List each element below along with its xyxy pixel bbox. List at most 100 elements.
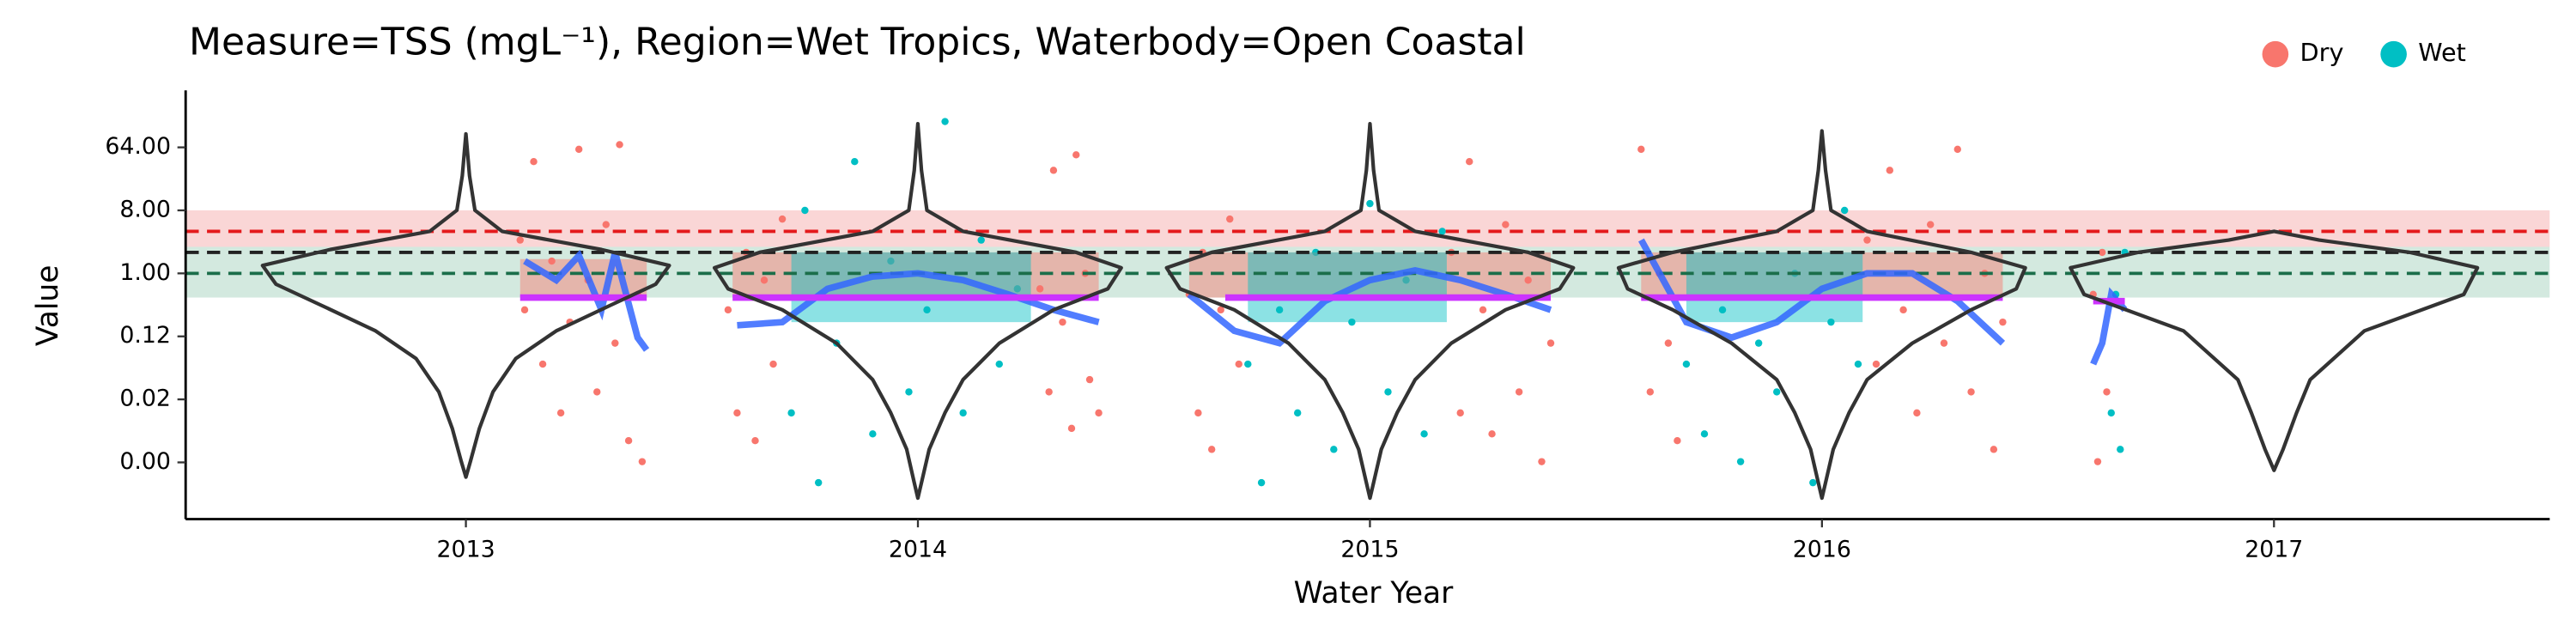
data-point <box>1674 436 1681 445</box>
data-point <box>1913 409 1921 417</box>
data-point <box>1366 199 1374 208</box>
data-point <box>520 306 529 314</box>
data-point <box>624 436 633 445</box>
data-point <box>602 221 610 228</box>
data-point <box>995 360 1003 368</box>
data-point <box>801 206 809 215</box>
data-point <box>1085 375 1094 384</box>
legend-label: Wet <box>2418 38 2466 67</box>
data-point <box>977 236 985 244</box>
data-point <box>1854 360 1862 368</box>
y-tick-label: 0.00 <box>119 448 171 475</box>
data-point <box>1488 430 1496 438</box>
data-point <box>1059 318 1066 326</box>
data-point <box>1235 360 1242 368</box>
data-point <box>1312 248 1320 257</box>
data-point <box>1967 388 1975 396</box>
violin <box>260 131 671 479</box>
data-point <box>1886 167 1894 174</box>
data-point <box>1244 360 1252 368</box>
legend-label: Dry <box>2300 38 2344 67</box>
data-point <box>638 458 647 465</box>
data-point <box>548 257 556 265</box>
data-point <box>1293 409 1302 417</box>
reference-band <box>185 210 2550 247</box>
data-point <box>1226 215 1234 223</box>
violin <box>1164 121 1576 501</box>
data-point <box>760 276 769 284</box>
data-point <box>1013 285 1022 293</box>
data-point <box>1045 388 1053 396</box>
data-point <box>1502 221 1510 228</box>
data-point <box>1637 145 1645 154</box>
data-point <box>1754 339 1763 347</box>
y-tick-label: 0.02 <box>119 386 171 412</box>
data-point <box>778 215 787 223</box>
data-point <box>2117 446 2124 453</box>
data-point <box>1840 206 1849 215</box>
data-point <box>1646 388 1655 396</box>
data-point <box>1420 430 1428 438</box>
data-point <box>1700 430 1709 438</box>
data-point <box>1999 318 2007 326</box>
data-point <box>1538 458 1546 465</box>
data-point <box>2099 248 2106 257</box>
data-point <box>733 409 741 417</box>
data-point <box>1207 446 1216 453</box>
x-tick-label: 2016 <box>1793 536 1851 562</box>
data-point <box>1772 388 1781 396</box>
data-point <box>724 306 732 314</box>
data-point <box>616 141 623 149</box>
data-point <box>1872 360 1880 368</box>
x-tick-label: 2014 <box>889 536 947 562</box>
data-point <box>1036 285 1044 293</box>
data-point <box>593 388 601 396</box>
x-tick-label: 2013 <box>437 536 495 562</box>
x-tick-label: 2017 <box>2245 536 2303 562</box>
data-point <box>1524 276 1532 284</box>
data-point <box>923 306 931 314</box>
data-point <box>1664 339 1673 347</box>
chart-title: Measure=TSS (mgL⁻¹), Region=Wet Tropics,… <box>189 21 1526 64</box>
data-point <box>869 430 877 438</box>
y-tick-label: 0.12 <box>119 322 171 349</box>
data-point <box>1217 306 1224 314</box>
x-tick-label: 2015 <box>1340 536 1399 562</box>
violin <box>1616 129 2027 501</box>
x-axis-title: Water Year <box>1294 576 1454 611</box>
y-axis-title: Value <box>31 265 65 347</box>
legend-swatch <box>2380 40 2407 68</box>
data-point <box>530 157 538 166</box>
data-point <box>2103 388 2111 396</box>
data-point <box>887 257 895 265</box>
data-point <box>1095 409 1103 417</box>
data-point <box>1067 424 1076 433</box>
data-point <box>1926 221 1935 228</box>
data-point <box>1736 458 1745 465</box>
y-tick-label: 1.00 <box>119 259 171 286</box>
data-point <box>814 478 823 487</box>
data-point <box>1953 145 1961 154</box>
data-point <box>516 236 524 244</box>
data-point <box>851 157 859 166</box>
data-point <box>1049 167 1058 174</box>
data-point <box>1809 478 1817 487</box>
violin <box>2069 229 2480 472</box>
data-point <box>1990 446 1998 453</box>
data-point <box>1718 306 1727 314</box>
data-point <box>769 360 777 368</box>
data-point <box>1940 339 1948 347</box>
data-point <box>1438 228 1446 235</box>
data-point <box>905 388 913 396</box>
data-point <box>1827 318 1835 326</box>
data-point <box>1257 478 1266 487</box>
data-point <box>1275 306 1284 314</box>
data-point <box>959 409 967 417</box>
data-point <box>1682 360 1691 368</box>
y-tick-label: 8.00 <box>119 196 171 222</box>
data-point <box>941 118 949 125</box>
data-point <box>1456 409 1464 417</box>
data-point <box>1402 276 1410 284</box>
